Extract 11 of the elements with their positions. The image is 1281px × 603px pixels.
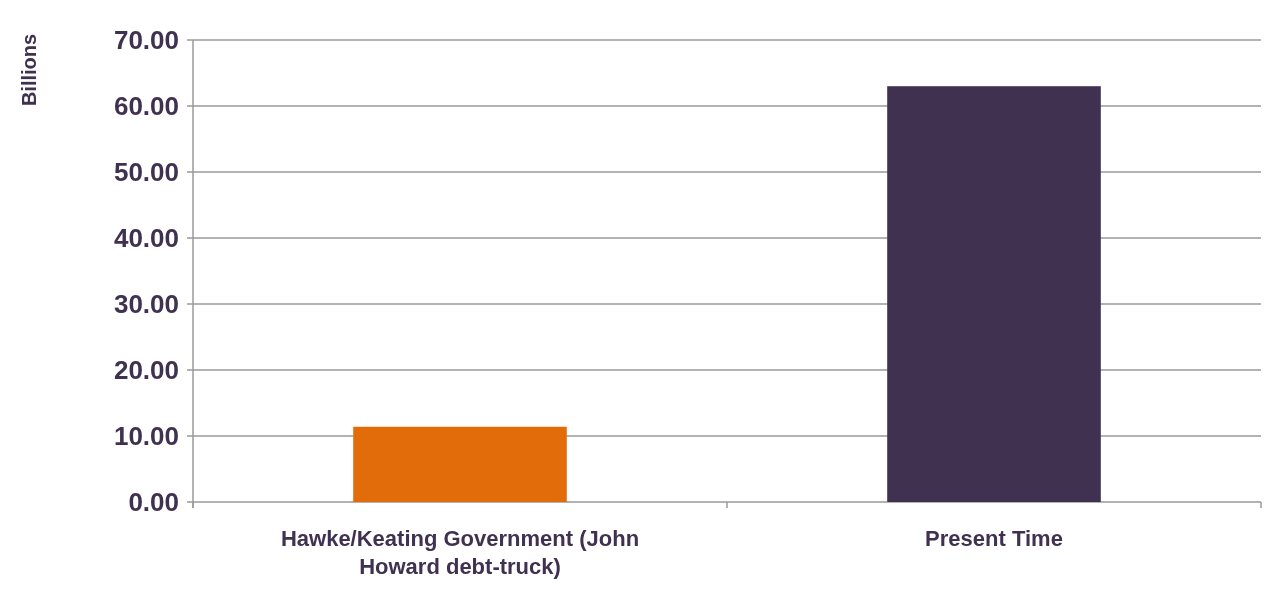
y-axis-title: Billions <box>18 33 40 107</box>
y-tick-label: 20.00 <box>113 355 179 386</box>
y-tick-label: 10.00 <box>113 421 179 452</box>
y-tick-label: 50.00 <box>113 157 179 188</box>
x-tick-label: Present Time <box>925 526 1063 551</box>
y-tick-label: 40.00 <box>113 223 179 254</box>
y-tick-label: 0.00 <box>128 487 179 518</box>
x-tick-label: Hawke/Keating Government (John Howard debt-truck) <box>280 526 640 579</box>
y-tick-label: 30.00 <box>113 289 179 320</box>
y-tick-label: 70.00 <box>113 25 179 56</box>
y-tick-label: 60.00 <box>113 91 179 122</box>
